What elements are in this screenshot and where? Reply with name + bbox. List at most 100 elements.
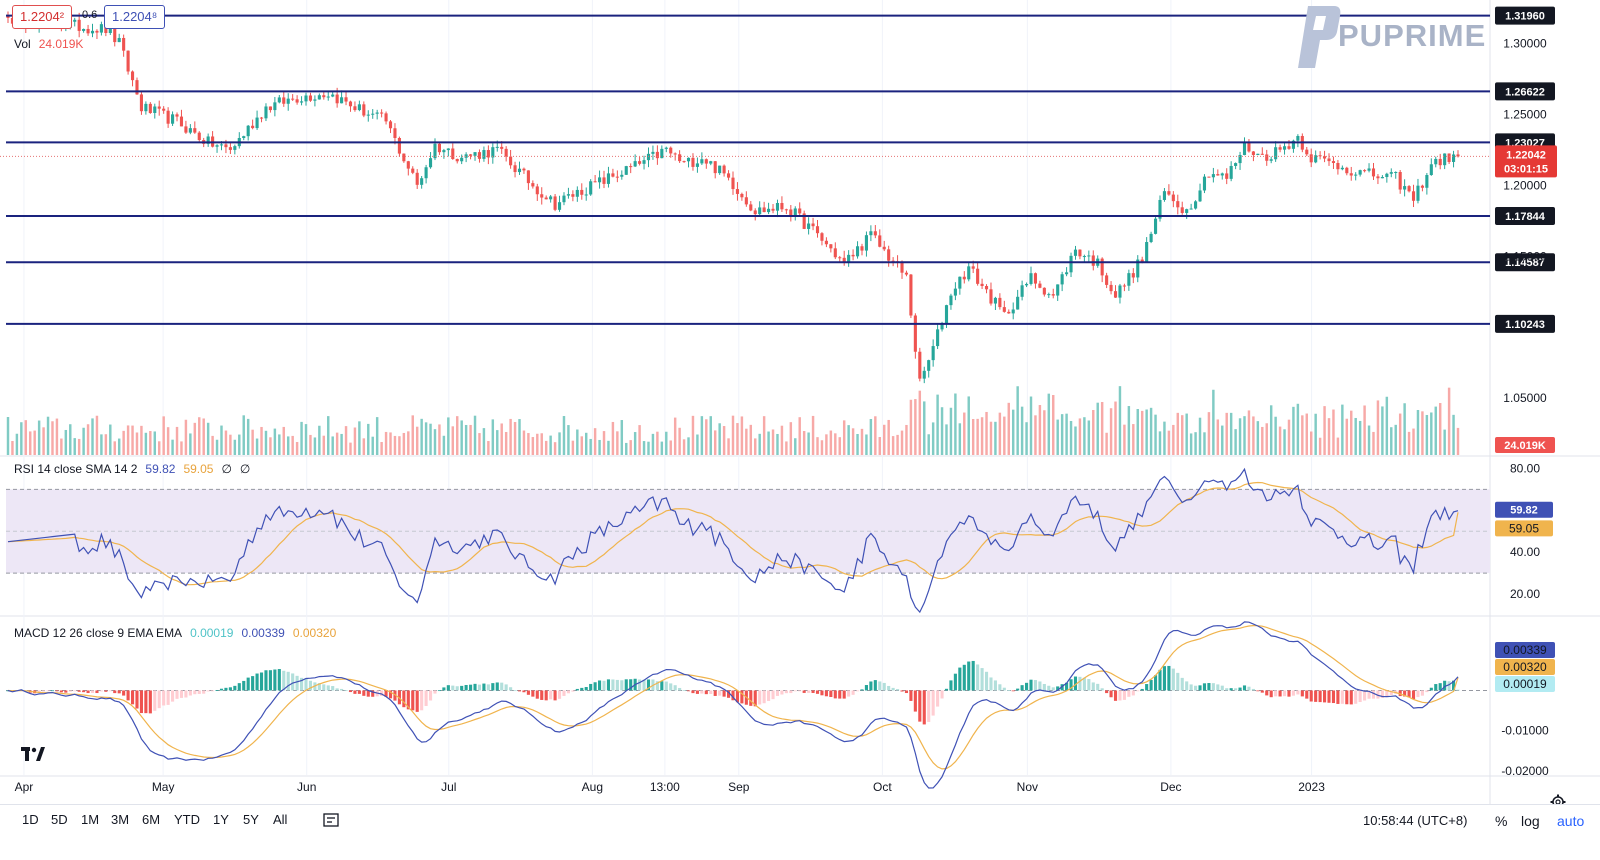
candle-body <box>300 101 304 103</box>
clock-timezone[interactable]: 10:58:44 (UTC+8) <box>1363 813 1468 828</box>
macd-hist-bar <box>122 690 126 696</box>
macd-pane <box>6 621 1490 789</box>
range-5d-button[interactable]: 5D <box>51 812 68 827</box>
volume-bar <box>1323 406 1326 455</box>
candle-body <box>913 315 917 352</box>
candles <box>0 8 1490 384</box>
volume-bar <box>1301 415 1304 455</box>
macd-hist-bar <box>927 690 931 722</box>
candle-body <box>1314 155 1318 163</box>
candle-body <box>1434 158 1438 165</box>
range-6m-button[interactable]: 6M <box>142 812 161 827</box>
log-scale-button[interactable]: log <box>1521 813 1540 829</box>
volume-legend[interactable]: Vol 24.019K <box>14 37 83 51</box>
range-all-button[interactable]: All <box>273 812 288 827</box>
macd-hist-bar <box>295 675 299 691</box>
macd-hist-bar <box>1194 685 1198 691</box>
volume-bar <box>660 441 664 455</box>
volume-bar <box>589 438 592 455</box>
macd-hist-bar <box>1153 675 1158 691</box>
candle-body <box>486 150 490 158</box>
volume-bar <box>109 424 112 455</box>
candle-body <box>1011 309 1015 314</box>
volume-label-bg <box>1495 437 1555 453</box>
date-range-icon[interactable] <box>322 812 340 828</box>
macd-hist-bar <box>1042 683 1046 691</box>
candle-body <box>807 223 811 229</box>
candle-body <box>344 97 348 102</box>
candle-body <box>335 94 339 104</box>
macd-hist-bar <box>1033 680 1038 691</box>
tradingview-logo-icon[interactable] <box>17 741 49 767</box>
chart-canvas[interactable]: 1.319601.266221.230271.178441.145871.102… <box>0 0 1600 804</box>
candle-body <box>1118 285 1122 298</box>
macd-legend[interactable]: MACD 12 26 close 9 EMA EMA 0.00019 0.003… <box>14 626 336 640</box>
candle-body <box>1025 283 1029 286</box>
ask-price-box[interactable]: 1.2204² <box>12 5 73 29</box>
volume-bar <box>11 441 14 455</box>
candle-body <box>624 166 628 175</box>
macd-hist-bar <box>1314 690 1318 702</box>
candle-body <box>1007 311 1011 314</box>
macd-hist-bar <box>424 690 428 706</box>
macd-hist-bar <box>1047 685 1051 691</box>
macd-hist-bar <box>998 684 1002 691</box>
rsi-legend[interactable]: RSI 14 close SMA 14 2 59.82 59.05 ∅ ∅ <box>14 462 250 476</box>
volume-bar <box>273 428 277 455</box>
bid-price-box[interactable]: 1.2204⁸ <box>104 5 166 29</box>
candle-body <box>566 194 570 196</box>
volume-bar <box>144 432 148 455</box>
volume-bar <box>100 434 103 455</box>
macd-hist-bar <box>1278 690 1282 697</box>
range-3m-button[interactable]: 3M <box>111 812 130 827</box>
volume-bar <box>1047 393 1051 455</box>
candle-body <box>1345 167 1349 174</box>
candle-body <box>384 113 388 122</box>
candle-body <box>491 147 495 158</box>
percent-scale-button[interactable]: % <box>1495 813 1508 829</box>
candle-body <box>767 208 771 213</box>
macd-last-bg <box>1495 676 1555 692</box>
volume-bar <box>820 440 824 455</box>
macd-hist-bar <box>873 680 877 691</box>
volume-bar <box>500 423 503 455</box>
range-5y-button[interactable]: 5Y <box>243 812 259 827</box>
macd-hist-bar <box>406 690 410 710</box>
volume-bar <box>1327 418 1331 455</box>
range-ytd-button[interactable]: YTD <box>174 812 200 827</box>
candle-body <box>1358 170 1362 175</box>
candle-body <box>1105 275 1109 285</box>
macd-hist-bar <box>464 684 468 691</box>
macd-hist-bar <box>50 690 55 692</box>
volume-bar <box>504 431 508 455</box>
candle-body <box>1100 258 1104 276</box>
macd-tick-label: -0.02000 <box>1501 764 1549 778</box>
macd-hist-bar <box>1265 690 1269 696</box>
candle-body <box>1189 208 1193 210</box>
range-1d-button[interactable]: 1D <box>22 812 39 827</box>
volume-bar <box>1163 421 1166 455</box>
time-axis[interactable]: Apr May Jun Jul Aug 13:00 Sep Oct Nov Dec 2023 <box>15 780 1326 794</box>
horizontal-levels[interactable]: 1.319601.266221.230271.178441.145871.102… <box>6 6 1555 333</box>
macd-hist-bar <box>824 690 828 697</box>
volume-bar <box>838 437 841 455</box>
macd-hist-value: 0.00019 <box>190 626 234 640</box>
macd-hist-bar <box>348 690 353 693</box>
volume-bar <box>1238 418 1242 455</box>
macd-title: MACD 12 26 close 9 EMA EMA <box>14 626 183 640</box>
candle-body <box>1078 249 1082 257</box>
volume-bar <box>811 415 815 455</box>
volume-bar <box>1336 437 1340 455</box>
candle-body <box>366 114 370 116</box>
time-tick-label: Jul <box>441 780 456 794</box>
price-axis[interactable]: 1.30000 1.25000 1.20000 1.15000 1.05000 1.220… <box>1495 36 1557 778</box>
macd-hist-bar <box>1403 690 1407 697</box>
volume-bar <box>358 421 361 455</box>
range-1y-button[interactable]: 1Y <box>213 812 229 827</box>
range-1m-button[interactable]: 1M <box>81 812 100 827</box>
macd-hist-bar <box>1420 690 1424 696</box>
volume-bar <box>73 438 76 455</box>
auto-scale-button[interactable]: auto <box>1557 813 1585 829</box>
candle-body <box>1331 161 1336 163</box>
volume-bar <box>122 430 125 455</box>
